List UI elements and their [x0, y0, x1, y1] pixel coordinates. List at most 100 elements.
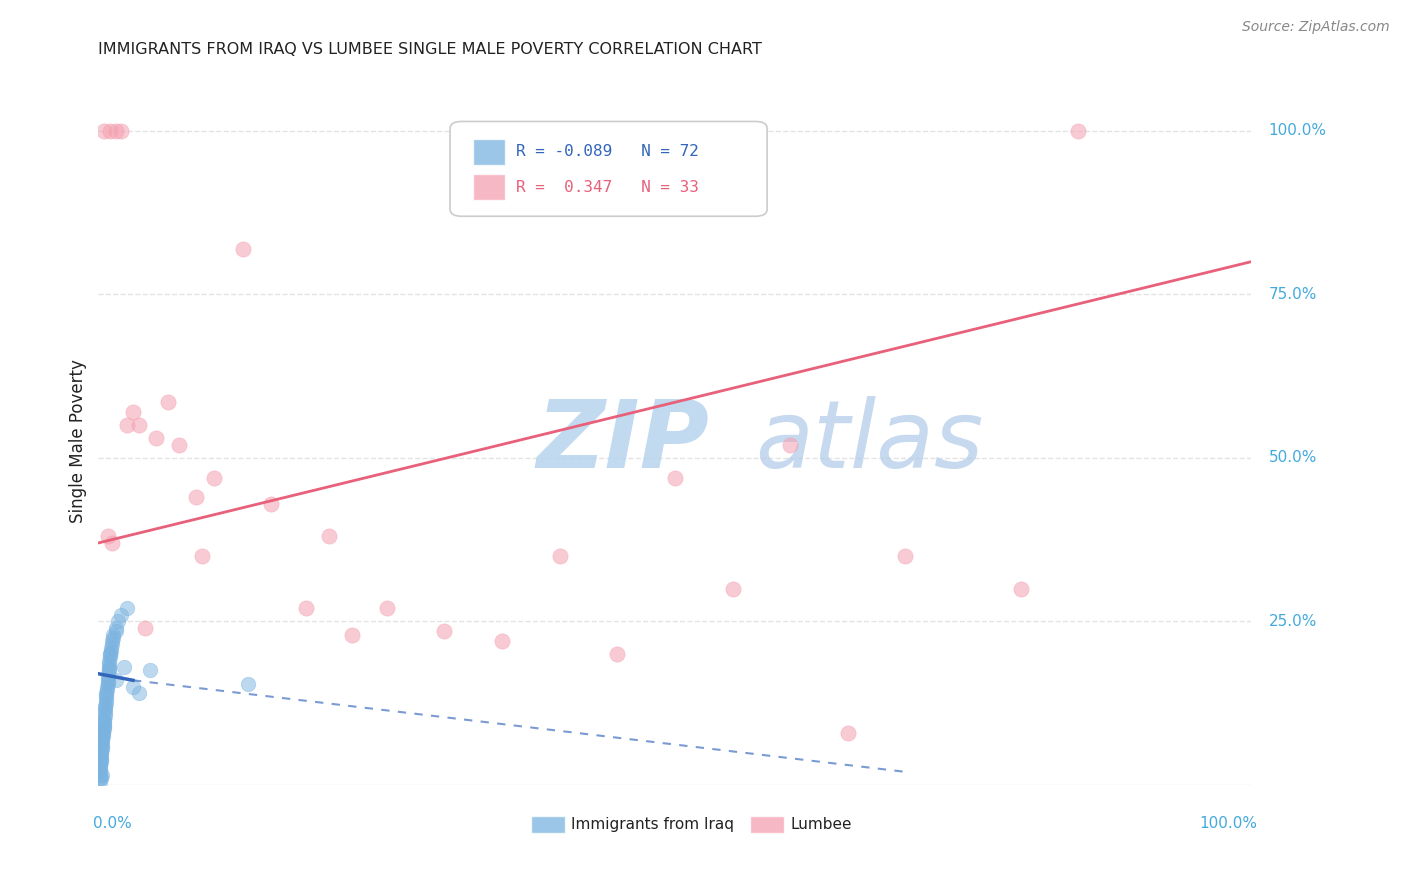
Point	[94, 693, 117, 707]
Point	[103, 627, 125, 641]
Point	[90, 747, 112, 761]
Point	[548, 549, 571, 563]
Point	[98, 124, 121, 138]
Point	[98, 654, 121, 668]
Point	[91, 735, 114, 749]
Point	[837, 725, 859, 739]
Point	[260, 497, 283, 511]
Text: 100.0%: 100.0%	[1268, 123, 1327, 138]
Point	[93, 723, 115, 737]
Point	[295, 601, 318, 615]
Point	[97, 661, 120, 675]
Point	[318, 529, 340, 543]
Point	[110, 124, 132, 138]
Point	[375, 601, 398, 615]
Point	[90, 753, 112, 767]
Point	[89, 762, 111, 776]
Point	[91, 725, 114, 739]
Text: ZIP: ZIP	[537, 395, 710, 488]
Point	[231, 242, 254, 256]
Y-axis label: Single Male Poverty: Single Male Poverty	[69, 359, 87, 524]
Point	[491, 634, 513, 648]
Point	[1067, 124, 1090, 138]
Point	[93, 124, 115, 138]
Point	[90, 745, 112, 759]
Point	[110, 607, 132, 622]
Point	[91, 729, 114, 743]
Text: 75.0%: 75.0%	[1268, 287, 1317, 301]
Point	[101, 637, 124, 651]
Point	[139, 664, 162, 678]
Point	[433, 624, 456, 639]
Point	[97, 660, 120, 674]
Point	[100, 644, 122, 658]
Point	[96, 683, 118, 698]
Point	[90, 748, 112, 763]
Point	[779, 438, 801, 452]
Point	[134, 621, 156, 635]
Point	[202, 470, 225, 484]
Point	[96, 680, 118, 694]
Point	[156, 395, 179, 409]
Bar	[749, 816, 785, 833]
Text: Source: ZipAtlas.com: Source: ZipAtlas.com	[1241, 20, 1389, 34]
Point	[664, 470, 686, 484]
Point	[90, 739, 112, 753]
Point	[89, 772, 111, 786]
Point	[93, 715, 115, 730]
Point	[1010, 582, 1032, 596]
Point	[90, 772, 112, 786]
Point	[98, 650, 121, 665]
Point	[96, 690, 118, 704]
Point	[128, 686, 150, 700]
Point	[91, 733, 114, 747]
Point	[94, 706, 117, 720]
Point	[97, 676, 120, 690]
Text: R = -0.089   N = 72: R = -0.089 N = 72	[516, 145, 699, 159]
Point	[191, 549, 214, 563]
Point	[186, 490, 208, 504]
Point	[145, 431, 167, 445]
Point	[104, 124, 127, 138]
Point	[97, 529, 120, 543]
Bar	[531, 816, 565, 833]
Point	[96, 688, 118, 702]
Point	[89, 764, 111, 779]
Point	[93, 714, 115, 728]
Point	[97, 670, 120, 684]
Point	[112, 660, 135, 674]
Point	[104, 624, 127, 639]
Point	[104, 673, 127, 688]
Point	[94, 700, 117, 714]
Bar	[472, 138, 505, 165]
Point	[721, 582, 744, 596]
Point	[91, 732, 114, 747]
Point	[90, 768, 112, 782]
Point	[97, 673, 120, 688]
Point	[117, 601, 139, 615]
Text: IMMIGRANTS FROM IRAQ VS LUMBEE SINGLE MALE POVERTY CORRELATION CHART: IMMIGRANTS FROM IRAQ VS LUMBEE SINGLE MA…	[98, 42, 762, 57]
Point	[107, 615, 129, 629]
Point	[90, 752, 112, 766]
Point	[90, 755, 112, 769]
Point	[96, 686, 118, 700]
Point	[128, 418, 150, 433]
Text: 50.0%: 50.0%	[1268, 450, 1317, 466]
Point	[89, 758, 111, 772]
Point	[94, 699, 117, 714]
Point	[104, 621, 127, 635]
Point	[93, 719, 115, 733]
Point	[98, 657, 121, 671]
Point	[238, 676, 260, 690]
Point	[89, 759, 111, 773]
Point	[103, 631, 125, 645]
Bar	[472, 174, 505, 201]
Text: atlas: atlas	[755, 396, 984, 487]
Point	[97, 666, 120, 681]
Point	[90, 739, 112, 754]
Point	[89, 768, 111, 782]
Point	[94, 696, 117, 710]
Text: 100.0%: 100.0%	[1199, 816, 1257, 830]
Text: Immigrants from Iraq: Immigrants from Iraq	[571, 816, 734, 831]
Point	[167, 438, 190, 452]
